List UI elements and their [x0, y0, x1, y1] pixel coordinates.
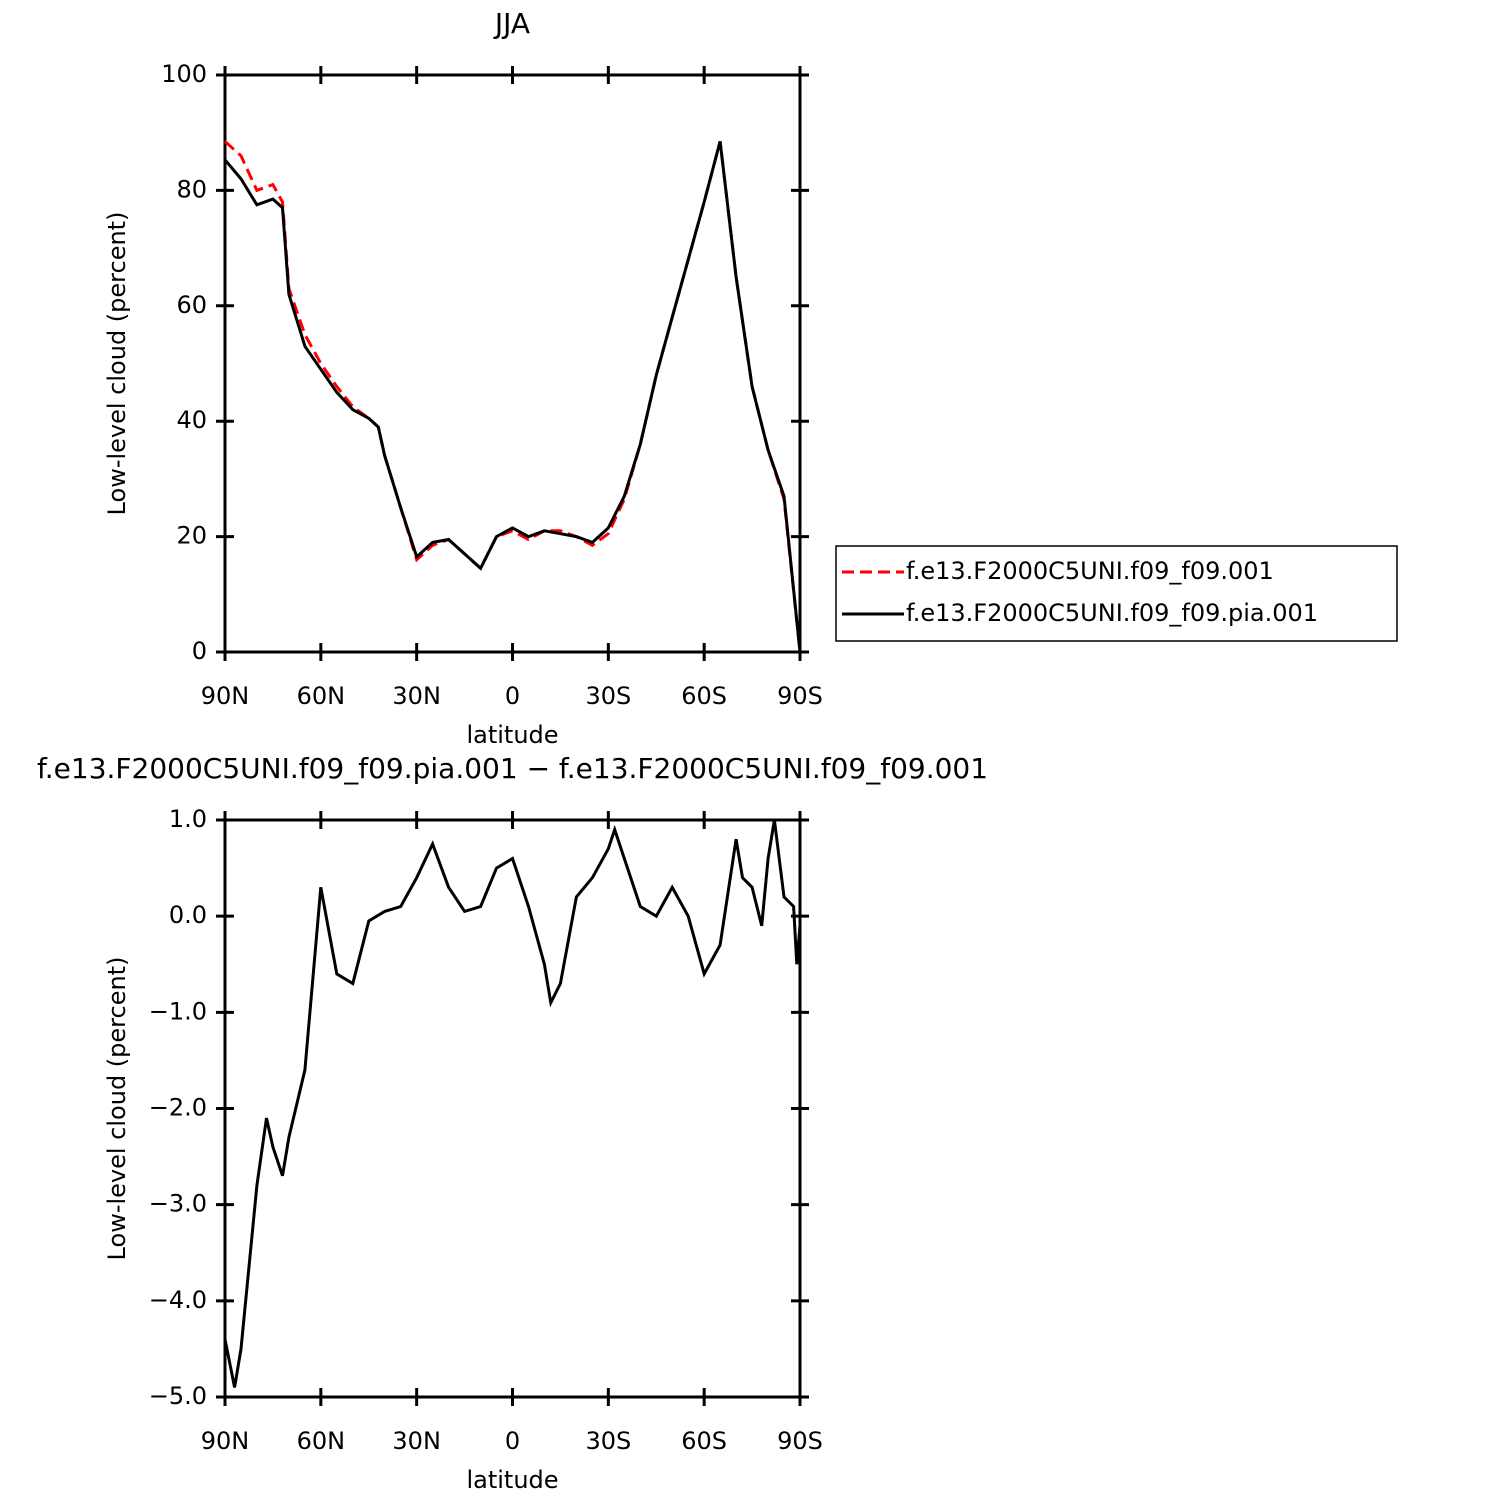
data-line: [223, 819, 802, 1388]
x-axis-label: latitude: [466, 1466, 558, 1494]
y-tick-label: −2.0: [149, 1094, 207, 1122]
legend-box: [835, 545, 1398, 642]
y-tick-label: 20: [176, 522, 207, 550]
x-tick-label: 30S: [585, 1427, 631, 1455]
x-tick-label: 60S: [681, 1427, 727, 1455]
y-tick-label: 60: [176, 291, 207, 319]
x-tick-label: 90S: [777, 1427, 823, 1455]
x-tick-label: 0: [505, 682, 520, 710]
x-tick-label: 60N: [297, 682, 346, 710]
y-tick-label: −4.0: [149, 1286, 207, 1314]
legend-label: f.e13.F2000C5UNI.f09_f09.pia.001: [906, 599, 1318, 627]
x-tick-label: 30N: [392, 1427, 441, 1455]
x-tick-label: 0: [505, 1427, 520, 1455]
y-axis-label: Low-level cloud (percent): [103, 212, 131, 516]
y-tick-label: 0: [192, 637, 207, 665]
x-tick-label: 60S: [681, 682, 727, 710]
y-tick-label: −5.0: [149, 1382, 207, 1410]
y-tick-label: −1.0: [149, 997, 207, 1025]
x-tick-label: 90S: [777, 682, 823, 710]
data-line: [223, 141, 802, 653]
x-tick-label: 30N: [392, 682, 441, 710]
x-tick-label: 90N: [201, 682, 250, 710]
x-axis-label: latitude: [466, 721, 558, 749]
y-tick-label: 0.0: [169, 901, 207, 929]
x-tick-label: 90N: [201, 1427, 250, 1455]
y-axis-label: Low-level cloud (percent): [103, 957, 131, 1261]
chart-title: f.e13.F2000C5UNI.f09_f09.pia.001 − f.e13…: [37, 752, 988, 785]
data-line: [223, 140, 802, 653]
x-tick-label: 60N: [297, 1427, 346, 1455]
y-tick-label: 1.0: [169, 805, 207, 833]
chart-title: JJA: [493, 7, 530, 40]
y-tick-label: 80: [176, 175, 207, 203]
y-tick-label: 40: [176, 406, 207, 434]
legend-label: f.e13.F2000C5UNI.f09_f09.001: [906, 557, 1274, 585]
y-tick-label: 100: [161, 60, 207, 88]
plot-frame: [223, 818, 802, 1399]
y-tick-label: −3.0: [149, 1190, 207, 1218]
x-tick-label: 30S: [585, 682, 631, 710]
